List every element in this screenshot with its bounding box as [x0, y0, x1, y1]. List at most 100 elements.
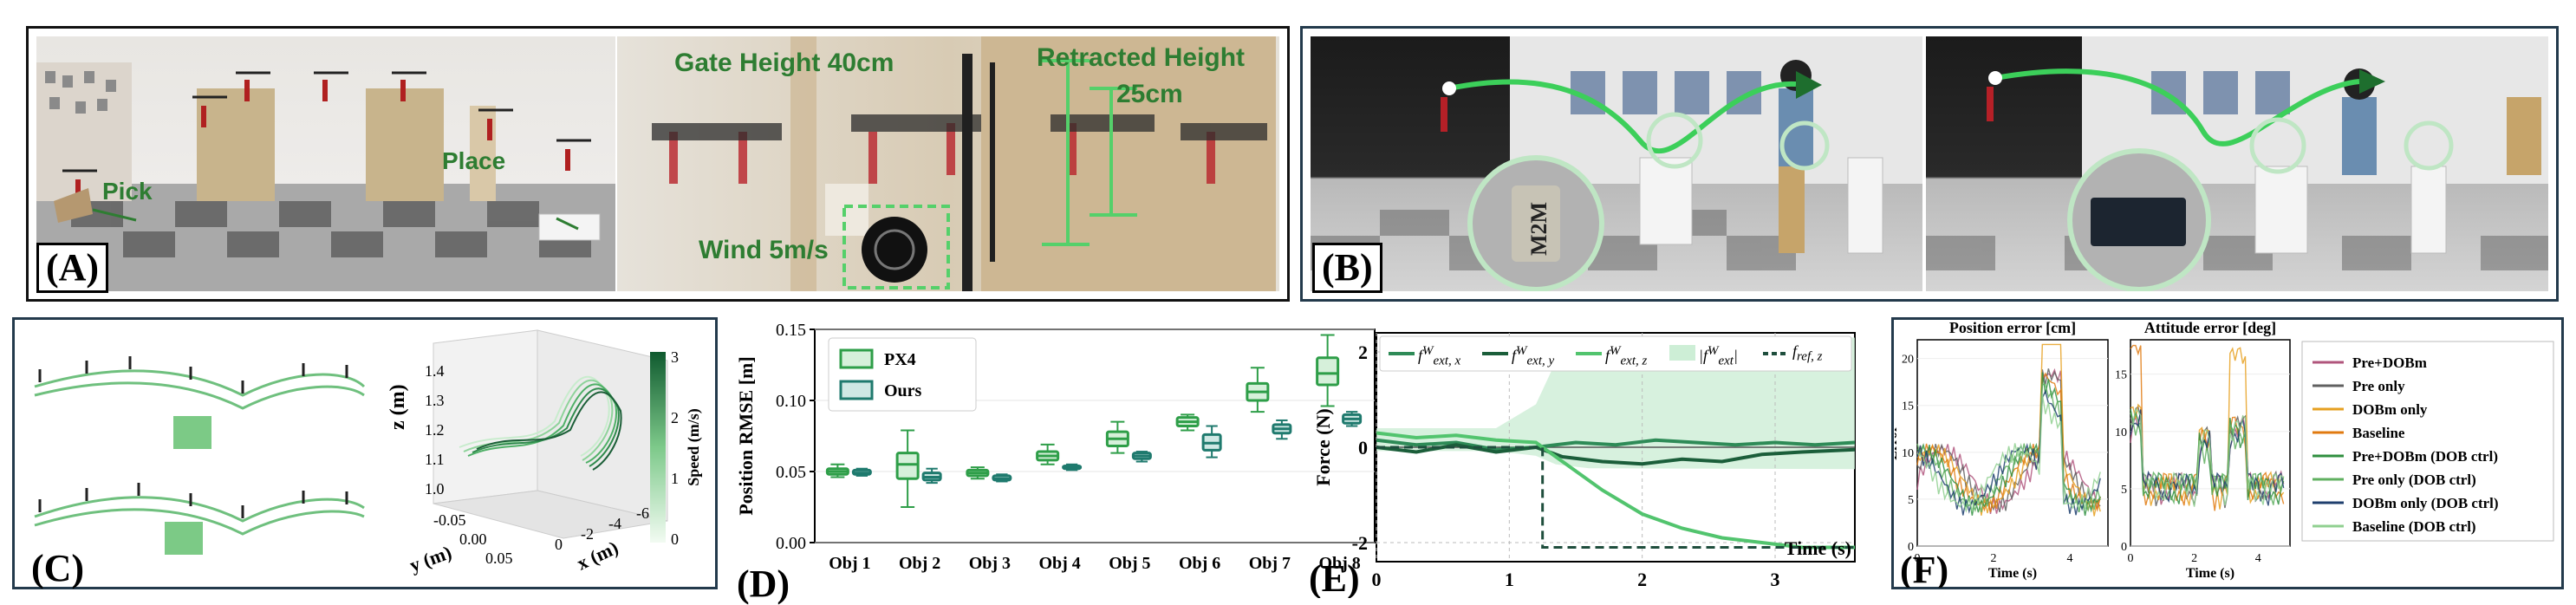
f-legend-label: Baseline (DOB ctrl)	[2352, 518, 2476, 535]
panel-b-right-scene	[1926, 36, 2548, 291]
d-legend-label: Ours	[884, 381, 922, 400]
e-legend-label: fWext, x	[1418, 344, 1461, 368]
c-z-tick-2: 1.2	[425, 421, 445, 439]
f-ytick-label: 5	[2121, 484, 2127, 497]
e-ylabel: Force (N)	[1312, 408, 1334, 485]
e-legend-label: fWext, y	[1512, 344, 1554, 368]
f-trace	[1916, 368, 2101, 513]
d-category-label: Obj 2	[899, 554, 940, 573]
panel-a-photo-left	[36, 36, 615, 291]
place-label: Place	[442, 147, 506, 174]
e-line-fext-x	[1376, 438, 1856, 452]
f-xtick-label: 0	[1915, 552, 1921, 565]
panel-c-colorbar: 3 2 1 0 Speed (m/s)	[650, 348, 703, 548]
e-ytick-label: 0	[1358, 437, 1368, 459]
panel-d-label: (D)	[737, 563, 790, 605]
panel-a-photo-right	[617, 36, 1279, 291]
panel-b-photo-left: M2M	[1311, 36, 1922, 291]
f-legend-label: Pre+DOBm	[2352, 355, 2427, 371]
gate-height-label: Gate Height 40cm	[674, 49, 894, 77]
f-ytick-label: 5	[1908, 494, 1914, 507]
e-line-fext-y	[1376, 443, 1856, 466]
f-xtick-label: 2	[2191, 552, 2197, 565]
c-z-label: z (m)	[387, 384, 409, 430]
e-xtick-label: 3	[1771, 569, 1780, 590]
d-category-label: Obj 6	[1179, 554, 1220, 573]
f-trace	[1916, 368, 2101, 515]
retracted-height-value: 25cm	[1116, 80, 1183, 108]
d-legend-label: PX4	[884, 350, 916, 369]
f-legend-label: Baseline	[2352, 425, 2405, 441]
f-subplot-title: Attitude error [deg]	[2144, 319, 2276, 336]
d-category-label: Obj 3	[969, 554, 1011, 573]
f-legend-label: Pre only (DOB ctrl)	[2352, 472, 2476, 488]
f-xtick-label: 4	[2067, 552, 2073, 565]
d-category-label: Obj 4	[1038, 554, 1080, 573]
f-trace	[1916, 389, 2101, 516]
e-legend-label: fWext, z	[1605, 344, 1648, 368]
e-legend-text: fWext, x	[1418, 344, 1461, 368]
f-legend-label: Pre only	[2352, 378, 2405, 394]
c-z-tick-0: 1.4	[425, 362, 445, 380]
f-xtick-label: 0	[2128, 552, 2134, 565]
panel-b-photo-right	[1926, 36, 2548, 291]
f-xtick-label: 2	[1991, 552, 1997, 565]
f-ytick-label: 15	[2115, 369, 2127, 382]
f-ytick-label: 15	[1902, 400, 1914, 413]
c-y-tick-0: -0.05	[433, 511, 466, 529]
cbar-tick-2: 2	[671, 409, 679, 426]
panel-c-frame	[12, 317, 718, 589]
e-legend-text: fWext, z	[1605, 344, 1648, 368]
cbar-label: Speed (m/s)	[685, 408, 703, 486]
cbar-tick-3: 3	[671, 348, 679, 366]
cbar-tick-1: 1	[671, 470, 679, 487]
e-line-fext-z	[1376, 431, 1855, 550]
f-legend: Pre+DOBm Pre only DOBm only Baseline Pre+DOB…	[2301, 341, 2554, 542]
f-ytick-label: 10	[2115, 426, 2127, 439]
panel-c-label: (C)	[31, 547, 85, 589]
e-legend: fWext, x fWext, y fWext, z |fWext| fref, z	[1379, 335, 1852, 372]
f-legend-label: DOBm only	[2352, 401, 2428, 418]
panel-b-label: (B)	[1312, 243, 1382, 293]
f-xtick-label: 4	[2255, 552, 2261, 565]
c-y-tick-1: 0.00	[459, 530, 487, 548]
e-ytick-label: -2	[1352, 532, 1368, 554]
f-legend-label: DOBm only (DOB ctrl)	[2352, 495, 2499, 511]
d-ytick-label: 0.05	[776, 463, 806, 482]
d-category-label: Obj 8	[1318, 554, 1360, 573]
e-xtick-label: 2	[1637, 569, 1647, 590]
panel-b-frame	[1300, 26, 2559, 302]
d-ylabel: Position RMSE [m]	[735, 356, 757, 515]
d-category-label: Obj 1	[829, 554, 870, 573]
e-legend-text: |fWext|	[1699, 344, 1738, 368]
c-z-tick-3: 1.1	[425, 451, 445, 468]
c-y-label: y (m)	[407, 541, 454, 576]
f-trace	[1916, 372, 2101, 513]
panel-e-label: (E)	[1309, 557, 1360, 598]
panel-a-left-scene	[36, 62, 615, 291]
d-ytick-label: 0.00	[776, 534, 806, 553]
d-ytick-label: 0.10	[776, 392, 806, 411]
f-trace	[2130, 409, 2285, 506]
pick-label: Pick	[102, 178, 153, 205]
c-x-tick-0: 0	[555, 536, 563, 553]
c-x-tick-3: -6	[636, 504, 649, 522]
f-ytick-label: 0	[2121, 541, 2127, 554]
panel-a-right-scene	[652, 36, 1276, 291]
e-legend-swatch	[1669, 345, 1695, 361]
f-xlabel: Time (s)	[2186, 566, 2234, 581]
f-ylabel: Error	[1895, 426, 1900, 460]
f-axes-frame	[1916, 339, 2109, 547]
f-trace	[2130, 407, 2285, 507]
d-box-px4	[895, 452, 920, 480]
d-legend: PX4 Ours	[828, 337, 977, 412]
c-x-tick-2: -4	[608, 515, 621, 532]
f-ytick-label: 0	[1908, 541, 1914, 554]
c-y-tick-2: 0.05	[485, 550, 513, 567]
e-legend-text: fref, z	[1792, 342, 1823, 364]
f-ytick-label: 20	[1902, 354, 1914, 367]
wind-label: Wind 5m/s	[699, 236, 829, 264]
e-line-fref-z	[1376, 446, 1855, 549]
